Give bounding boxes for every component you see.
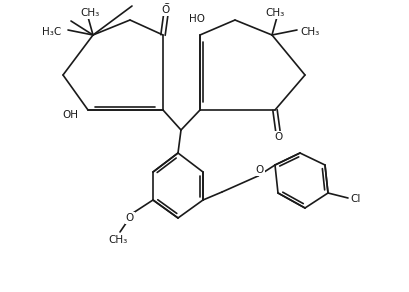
Text: O: O <box>126 213 134 223</box>
Text: CH₃: CH₃ <box>265 8 284 18</box>
Text: O: O <box>274 132 283 142</box>
Text: O: O <box>255 165 263 175</box>
Text: H₃C: H₃C <box>42 27 61 37</box>
Text: CH₃: CH₃ <box>299 27 319 37</box>
Text: CH₃: CH₃ <box>80 8 99 18</box>
Text: OH: OH <box>62 110 78 120</box>
Text: HO: HO <box>189 14 204 24</box>
Text: HO: HO <box>189 16 205 26</box>
Text: CH₃: CH₃ <box>108 235 127 245</box>
Text: O: O <box>162 3 171 13</box>
Text: Cl: Cl <box>350 194 360 204</box>
Text: O: O <box>162 5 170 15</box>
